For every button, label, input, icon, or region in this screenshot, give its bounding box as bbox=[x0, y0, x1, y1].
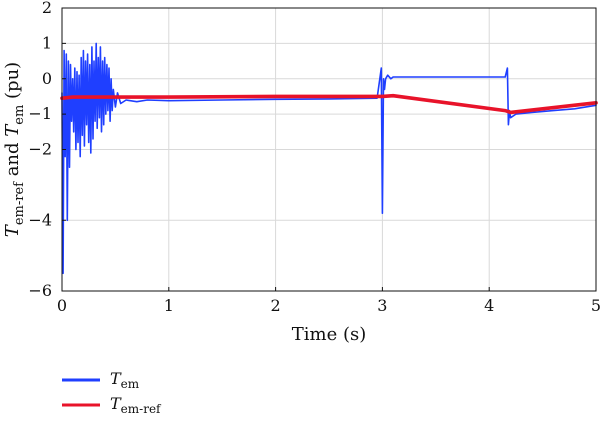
legend: Tem Tem-ref bbox=[62, 369, 162, 416]
legend-sub-t-em-ref: em-ref bbox=[121, 402, 162, 416]
legend-label-t-em-ref: Tem-ref bbox=[110, 394, 162, 416]
y-label-sub-2: em bbox=[12, 105, 27, 125]
y-tick-label: 0 bbox=[42, 69, 52, 88]
tick-labels: 0 1 2 3 4 5 2 1 0 −1 −2 −4 −6 bbox=[28, 0, 600, 315]
y-axis-label: Tem-ref and Tem (pu) bbox=[2, 62, 27, 237]
y-tick-label: −1 bbox=[28, 104, 52, 123]
grid-lines bbox=[62, 8, 596, 291]
series-line-t-em bbox=[61, 42, 597, 275]
y-tick-label: −6 bbox=[28, 281, 52, 300]
y-label-symbol-2: T bbox=[2, 123, 23, 137]
x-tick-label: 1 bbox=[164, 296, 174, 315]
y-label-sub-1: em-ref bbox=[12, 181, 27, 225]
y-tick-label: 2 bbox=[42, 0, 52, 17]
x-tick-label: 4 bbox=[484, 296, 494, 315]
legend-symbol-t-em: T bbox=[110, 369, 122, 388]
y-label-symbol-1: T bbox=[2, 223, 23, 237]
legend-sub-t-em: em bbox=[121, 377, 140, 391]
y-tick-label: −4 bbox=[28, 210, 52, 229]
series-line-t-em-ref bbox=[60, 93, 598, 115]
y-tick-label: −2 bbox=[28, 140, 52, 159]
legend-symbol-t-em-ref: T bbox=[110, 394, 122, 413]
y-label-mid: and bbox=[2, 137, 23, 182]
y-tick-label: 1 bbox=[42, 33, 52, 52]
legend-label-t-em: Tem bbox=[110, 369, 140, 391]
x-axis-label: Time (s) bbox=[292, 324, 367, 345]
y-label-tail: (pu) bbox=[2, 62, 23, 105]
x-tick-label: 0 bbox=[57, 296, 67, 315]
x-tick-label: 3 bbox=[377, 296, 387, 315]
series-lines bbox=[60, 42, 598, 275]
x-tick-label: 5 bbox=[591, 296, 600, 315]
x-tick-label: 2 bbox=[271, 296, 281, 315]
